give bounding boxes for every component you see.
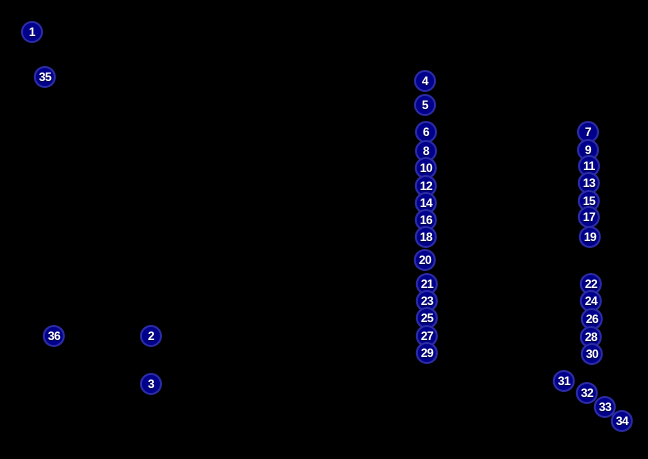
som-mark-27[interactable]: 27 [415,325,439,347]
som-mark-29[interactable]: 29 [415,342,439,364]
som-mark-4[interactable]: 4 [414,70,436,92]
som-mark-26[interactable]: 26 [580,308,604,330]
som-mark-20[interactable]: 20 [413,249,437,271]
som-mark-3[interactable]: 3 [140,373,162,395]
som-mark-17[interactable]: 17 [577,206,601,228]
som-mark-16[interactable]: 16 [414,209,438,231]
som-mark-24[interactable]: 24 [579,290,603,312]
som-mark-36[interactable]: 36 [42,325,66,347]
som-mark-33[interactable]: 33 [593,396,617,418]
som-mark-12[interactable]: 12 [414,175,438,197]
som-mark-18[interactable]: 18 [414,226,438,248]
som-mark-1[interactable]: 1 [21,21,43,43]
som-mark-5[interactable]: 5 [414,94,436,116]
som-mark-23[interactable]: 23 [415,290,439,312]
som-mark-10[interactable]: 10 [414,157,438,179]
som-mark-22[interactable]: 22 [579,273,603,295]
som-mark-19[interactable]: 19 [578,226,602,248]
som-mark-13[interactable]: 13 [577,172,601,194]
som-mark-31[interactable]: 31 [552,370,576,392]
som-mark-34[interactable]: 34 [610,410,634,432]
som-mark-30[interactable]: 30 [580,343,604,365]
som-mark-32[interactable]: 32 [575,382,599,404]
som-mark-35[interactable]: 35 [33,66,57,88]
som-mark-25[interactable]: 25 [415,307,439,329]
som-mark-7[interactable]: 7 [577,121,599,143]
som-mark-2[interactable]: 2 [140,325,162,347]
som-mark-21[interactable]: 21 [415,273,439,295]
